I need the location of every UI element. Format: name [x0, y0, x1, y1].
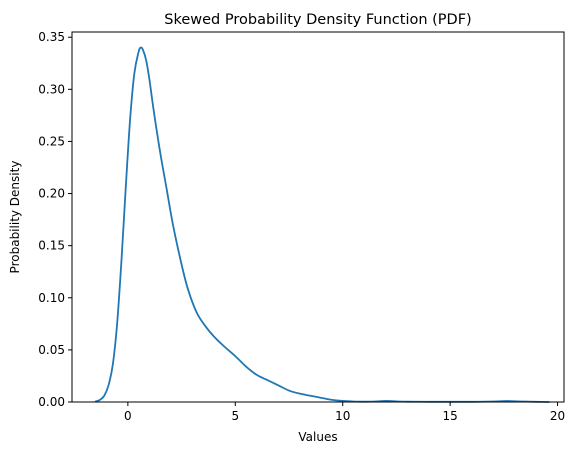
x-axis-label: Values [298, 430, 337, 444]
x-tick-label: 0 [124, 409, 132, 423]
y-tick-label: 0.30 [38, 82, 65, 96]
y-tick-label: 0.15 [38, 239, 65, 253]
y-tick-label: 0.25 [38, 134, 65, 148]
x-tick-label: 15 [442, 409, 457, 423]
x-tick-label: 5 [231, 409, 239, 423]
plot-area [71, 31, 565, 403]
y-tick-label: 0.05 [38, 343, 65, 357]
plot-frame [71, 31, 565, 403]
x-axis: 0 5 10 15 20 [124, 402, 565, 423]
y-tick-label: 0.35 [38, 30, 65, 44]
density-curve [94, 46, 550, 403]
y-axis: 0.00 0.05 0.10 0.15 0.20 0.25 0.30 0.35 [38, 30, 72, 409]
y-tick-label: 0.00 [38, 395, 65, 409]
x-tick-label: 10 [335, 409, 350, 423]
chart-title: Skewed Probability Density Function (PDF… [164, 12, 471, 28]
x-tick-label: 20 [550, 409, 565, 423]
y-tick-label: 0.20 [38, 187, 65, 201]
y-tick-label: 0.10 [38, 291, 65, 305]
y-axis-label: Probability Density [8, 161, 22, 274]
